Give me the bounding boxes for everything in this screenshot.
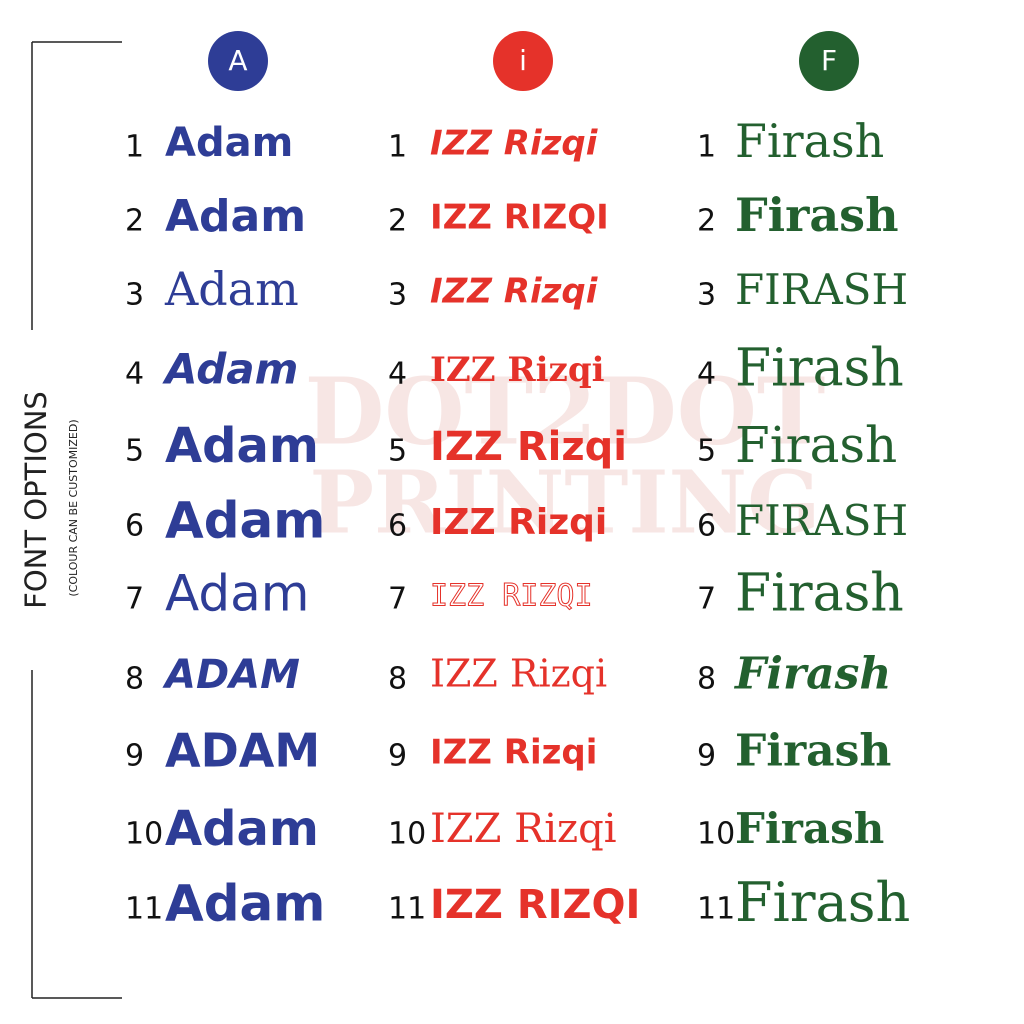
font-sample: IZZ Rizqi [430,424,627,470]
font-sample: Adam [165,565,309,623]
font-sample: Adam [165,418,319,474]
font-sample: Firash [735,188,899,242]
font-sample: Firash [735,564,904,624]
font-sample: Adam [165,191,306,242]
font-sample: Firash [735,726,891,777]
option-number: 1 [697,130,716,165]
option-number: 1 [125,130,144,165]
option-number: 5 [388,434,407,469]
font-sample: Adam [164,262,299,316]
option-number: 11 [388,892,426,927]
font-sample: FIRASH [735,265,908,314]
bracket [31,41,122,999]
watermark: DOT2DOT PRINTING [305,358,826,554]
font-sample: FIRASH [735,496,908,545]
option-number: 8 [388,662,407,697]
font-sample: IZZ Rizqi [430,124,599,164]
option-number: 9 [125,739,144,774]
font-sample: IZZ RIZQI [430,579,593,614]
option-number: 4 [125,357,144,392]
badge-circle [208,31,268,91]
font-sample: IZZ Rizqi [430,806,616,852]
option-number: 4 [388,357,407,392]
option-number: 2 [697,204,716,239]
font-sample: Firash [733,649,891,700]
side-subtitle: (COLOUR CAN BE CUSTOMIZED) [67,419,80,596]
option-number: 5 [697,434,716,469]
font-sample: Adam [165,875,325,933]
font-sample: Adam [162,345,298,394]
font-sample: Firash [735,339,904,399]
font-sample: IZZ Rizqi [430,733,597,773]
badge-circle [799,31,859,91]
option-number: 9 [697,739,716,774]
option-number: 3 [125,278,144,313]
font-sample: IZZ Rizqi [430,350,605,390]
side-title: FONT OPTIONS [19,391,53,609]
option-number: 6 [125,509,144,544]
option-number: 1 [388,130,407,165]
option-number: 2 [125,204,144,239]
font-sample: Adam [165,492,325,550]
option-number: 10 [697,817,735,852]
option-number: 6 [697,509,716,544]
option-number: 7 [388,582,407,617]
option-number: 3 [388,278,407,313]
badge-letter: i [519,44,527,77]
option-number: 6 [388,509,407,544]
option-number: 10 [125,817,163,852]
option-number: 11 [697,892,735,927]
option-number: 2 [388,204,407,239]
font-sample: Adam [165,801,319,857]
font-sample: IZZ Rizqi [430,502,607,543]
font-sample: IZZ RIZQI [430,882,640,928]
font-sample: IZZ RIZQI [430,198,609,238]
font-sample: Firash [735,804,884,853]
font-sample: IZZ Rizqi [430,652,607,696]
font-sample: ADAM [162,652,300,698]
option-number: 11 [125,892,163,927]
font-sample: ADAM [165,724,320,778]
option-number: 5 [125,434,144,469]
badge-letter: F [821,44,837,77]
badge-letter: A [228,44,247,77]
font-sample: IZZ Rizqi [430,272,599,312]
font-sample: Firash [735,416,897,474]
font-sample: Firash [735,871,910,934]
option-number: 4 [697,357,716,392]
font-sample: Adam [165,120,293,166]
watermark-line: DOT2DOT [305,358,826,466]
option-number: 9 [388,739,407,774]
option-number: 8 [125,662,144,697]
badge-circle [493,31,553,91]
option-number: 7 [697,582,716,617]
option-number: 10 [388,817,426,852]
option-number: 3 [697,278,716,313]
font-sample: Firash [735,114,884,168]
watermark-line: PRINTING [309,453,820,554]
option-number: 7 [125,582,144,617]
option-number: 8 [697,662,716,697]
